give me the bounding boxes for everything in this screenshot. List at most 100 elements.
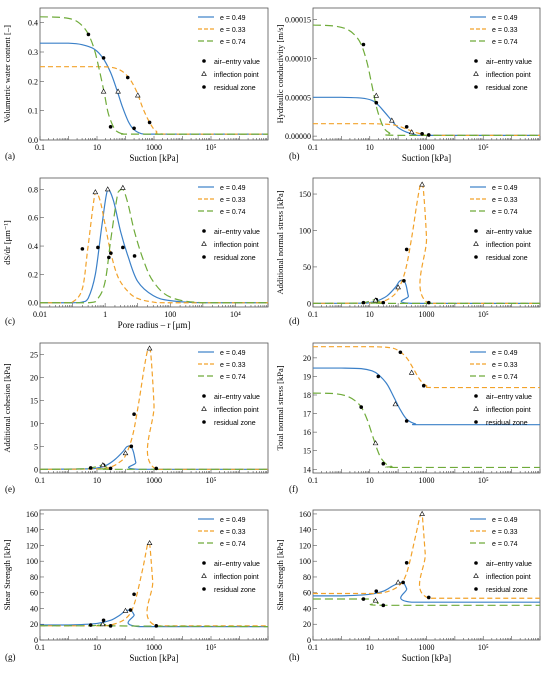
air-entry-marker (404, 247, 409, 252)
x-tick-label: 1000 (146, 476, 162, 485)
y-tick-label: 150 (299, 190, 311, 199)
legend-marker-label: residual zone (214, 587, 256, 594)
x-tick-label: 10⁵ (478, 476, 489, 485)
x-tick-label: 0.1 (308, 476, 318, 485)
x-axis-label: Suction [kPa] (129, 153, 178, 163)
series-line-e033 (40, 347, 268, 470)
y-tick-label: 0.6 (28, 214, 38, 223)
air-entry-marker (88, 623, 93, 627)
y-tick-label: 0.2 (28, 270, 38, 279)
y-tick-label: 0.0 (28, 299, 38, 308)
legend-series-label: e = 0.49 (492, 15, 518, 22)
legend-marker-label: air–entry value (486, 561, 532, 568)
residual-zone-marker (108, 624, 113, 628)
x-tick-label: 0.1 (308, 310, 318, 319)
legend-air-entry-symbol (474, 59, 478, 63)
residual-zone-marker (154, 466, 159, 471)
legend-marker-label: residual zone (214, 255, 256, 262)
y-tick-label: 60 (30, 589, 38, 598)
y-tick-label: 100 (26, 557, 38, 566)
legend-air-entry-symbol (202, 561, 206, 565)
legend-series-label: e = 0.33 (220, 197, 246, 204)
x-tick-label: 10 (366, 310, 374, 319)
legend-inflection-symbol (201, 572, 207, 578)
residual-zone-marker (404, 125, 409, 129)
y-tick-label: 10 (30, 419, 38, 428)
y-tick-label: 5 (34, 442, 38, 451)
legend-inflection-symbol (473, 405, 479, 411)
air-entry-marker (80, 247, 85, 251)
inflection-point-marker (100, 621, 106, 627)
x-tick-label: 100 (164, 310, 176, 319)
residual-zone-marker (147, 120, 152, 125)
panel-g: 0.1 10 1000 10⁵ 0 20 40 60 80 100 120 140 160 Shear S… (2, 509, 269, 663)
legend-series-label: e = 0.74 (220, 209, 246, 216)
x-axis-label: Suction [kPa] (402, 153, 451, 163)
legend-marker-label: inflection point (486, 407, 531, 414)
y-tick-label: 0.0 (28, 136, 38, 145)
air-entry-marker (101, 618, 106, 623)
inflection-point-marker (419, 181, 425, 187)
residual-zone-marker (421, 383, 426, 388)
inflection-point-marker (408, 369, 415, 375)
y-axis-label: Total normal stress [kPa] (275, 365, 285, 450)
y-tick-label: 0.00005 (285, 93, 311, 102)
y-tick-label: 19 (303, 372, 311, 381)
x-tick-label: 1000 (419, 143, 435, 152)
y-tick-label: 160 (299, 510, 311, 519)
y-axis-label: Shear Strength [kPa] (2, 539, 12, 610)
legend-series-label: e = 0.49 (220, 185, 246, 192)
inflection-point-marker (373, 92, 380, 98)
legend-air-entry-symbol (202, 59, 206, 63)
y-tick-label: 0 (34, 465, 38, 474)
air-entry-marker (96, 245, 100, 250)
legend-series-label: e = 0.74 (492, 374, 518, 381)
panel-label: (h) (289, 652, 300, 662)
y-tick-label: 15 (303, 447, 311, 456)
series-line-e033 (313, 513, 540, 599)
panel-c: 0.01 1 100 10⁴ 0.0 0.2 0.4 0.6 0.8 dS/dr [μm⁻¹] Po… (2, 177, 269, 330)
air-entry-marker (398, 350, 403, 355)
legend-residual-symbol (474, 85, 478, 89)
legend-series-label: e = 0.74 (220, 541, 246, 548)
y-tick-label: 160 (26, 510, 38, 519)
y-tick-label: 0.2 (28, 77, 38, 86)
y-tick-label: 0 (307, 299, 311, 308)
air-entry-marker (361, 42, 366, 47)
inflection-point-marker (372, 597, 379, 603)
inflection-point-marker (120, 184, 126, 190)
legend-series-label: e = 0.49 (492, 517, 518, 524)
residual-zone-marker (128, 608, 133, 612)
y-tick-label: 100 (299, 557, 311, 566)
series-line-e033 (40, 542, 268, 627)
residual-zone-marker (381, 603, 386, 608)
inflection-point-marker (395, 284, 401, 290)
legend-series-label: e = 0.33 (492, 27, 518, 34)
x-tick-label: 1000 (419, 310, 435, 319)
air-entry-marker (404, 560, 409, 565)
residual-zone-marker (426, 595, 431, 600)
y-axis-label: Additional normal stress [kPa] (275, 190, 285, 294)
y-tick-label: 50 (303, 263, 311, 272)
legend-marker-label: air–entry value (214, 229, 260, 236)
y-tick-label: 20 (30, 373, 38, 382)
inflection-point-marker (134, 92, 141, 98)
series-line-e074 (40, 188, 268, 304)
y-tick-label: 140 (26, 526, 38, 535)
y-tick-label: 15 (30, 396, 38, 405)
air-entry-marker (374, 589, 379, 593)
x-tick-label: 0.01 (33, 310, 47, 319)
air-entry-marker (361, 597, 366, 601)
y-tick-label: 0.4 (28, 242, 38, 251)
x-axis-label: Suction [kPa] (129, 653, 178, 663)
residual-zone-marker (154, 624, 159, 628)
legend-air-entry-symbol (474, 229, 478, 233)
y-tick-label: 40 (30, 604, 38, 613)
legend-marker-label: inflection point (486, 72, 531, 79)
legend-marker-label: residual zone (486, 587, 528, 594)
panel-b: 0.1 10 1000 10⁵ 0.00000 0.00005 0.00010 0.00015… (275, 7, 541, 163)
y-tick-label: 25 (30, 350, 38, 359)
x-tick-label: 10 (93, 143, 101, 152)
x-tick-label: 0.1 (308, 143, 318, 152)
x-tick-label: 0.1 (35, 143, 45, 152)
